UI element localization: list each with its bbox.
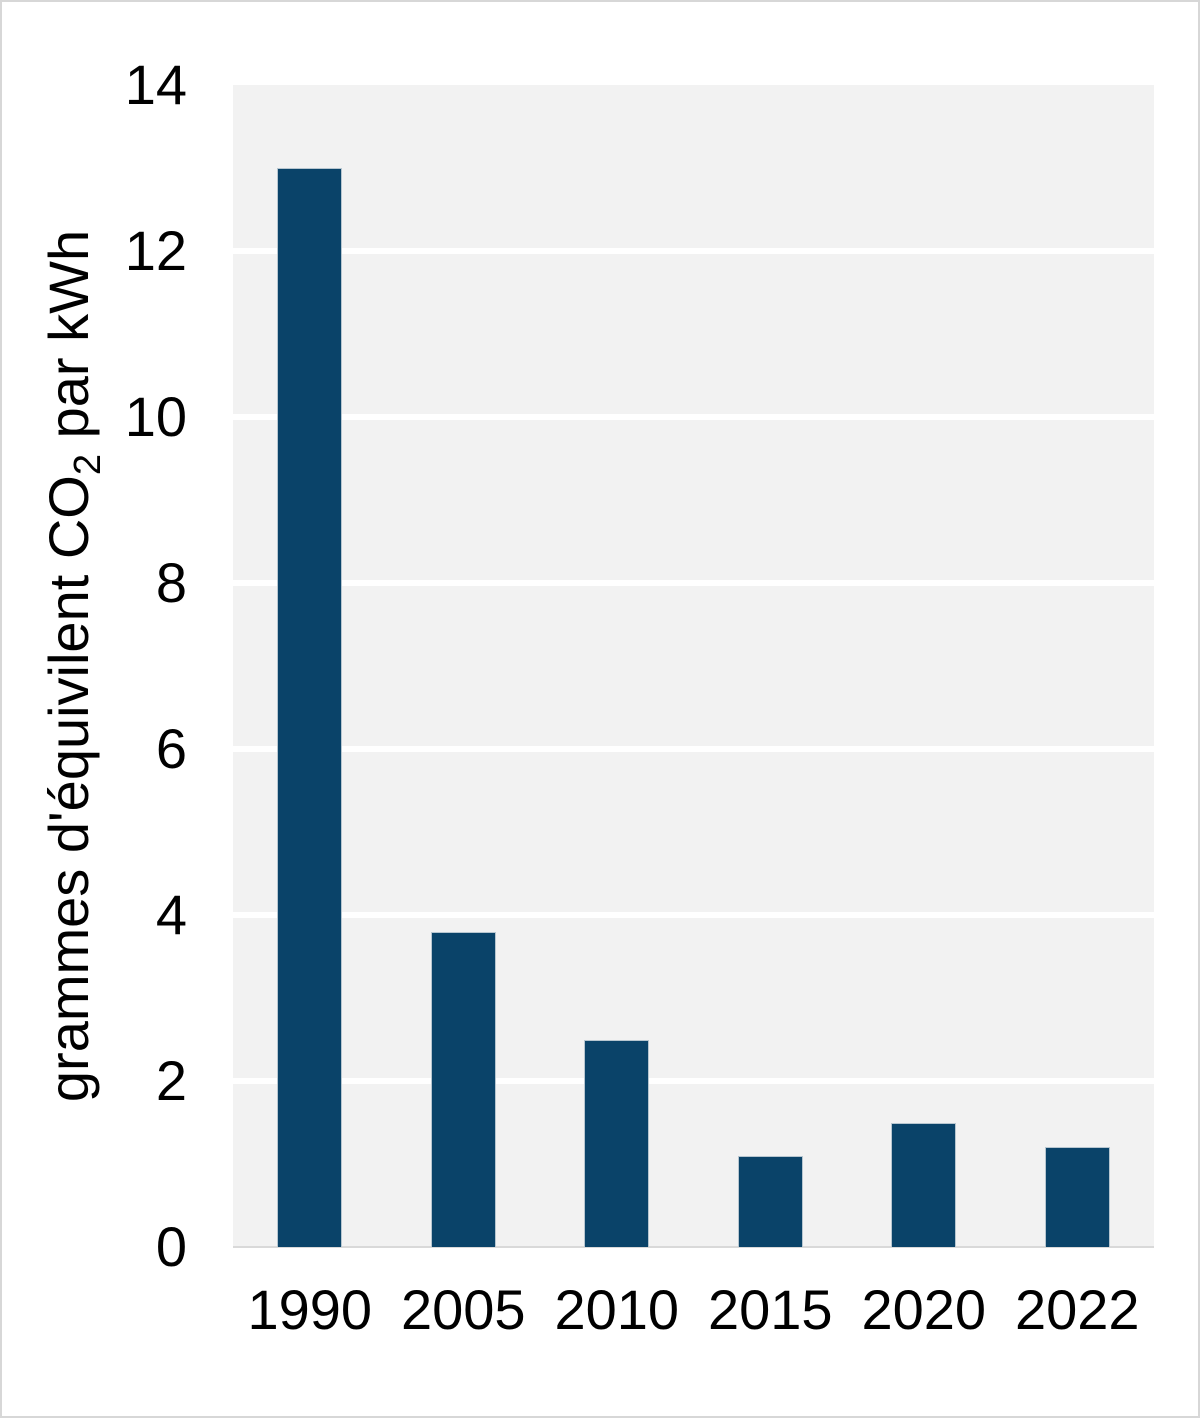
bar-2020 [891,1122,957,1247]
x-tick-label-2020: 2020 [861,1278,987,1341]
y-tick-label-2: 2 [155,1049,187,1112]
y-tick-label-14: 14 [124,53,187,116]
gridline-y-8 [233,580,1154,586]
bar-1990 [277,168,343,1247]
x-tick-label-2015: 2015 [707,1278,833,1341]
x-tick-label-2005: 2005 [400,1278,526,1341]
x-tick-label-2010: 2010 [554,1278,680,1341]
x-tick-label-2022: 2022 [1014,1278,1140,1341]
bar-2022 [1044,1147,1110,1247]
gridline-y-10 [233,414,1154,420]
x-tick-label-1990: 1990 [247,1278,373,1341]
plot-area [233,85,1154,1248]
bar-2010 [584,1039,650,1247]
y-tick-label-10: 10 [124,385,187,448]
bar-2005 [430,931,496,1247]
gridline-y-6 [233,746,1154,752]
y-tick-label-0: 0 [155,1215,187,1278]
x-axis-line [233,1246,1154,1248]
bar-2015 [737,1155,803,1247]
gridline-y-2 [233,1078,1154,1084]
gridline-y-12 [233,248,1154,254]
y-tick-label-8: 8 [155,551,187,614]
y-tick-label-12: 12 [124,219,187,282]
y-tick-label-6: 6 [155,717,187,780]
gridline-y-4 [233,912,1154,918]
y-axis-title-subscript: 2 [67,453,110,476]
y-tick-label-4: 4 [155,883,187,946]
